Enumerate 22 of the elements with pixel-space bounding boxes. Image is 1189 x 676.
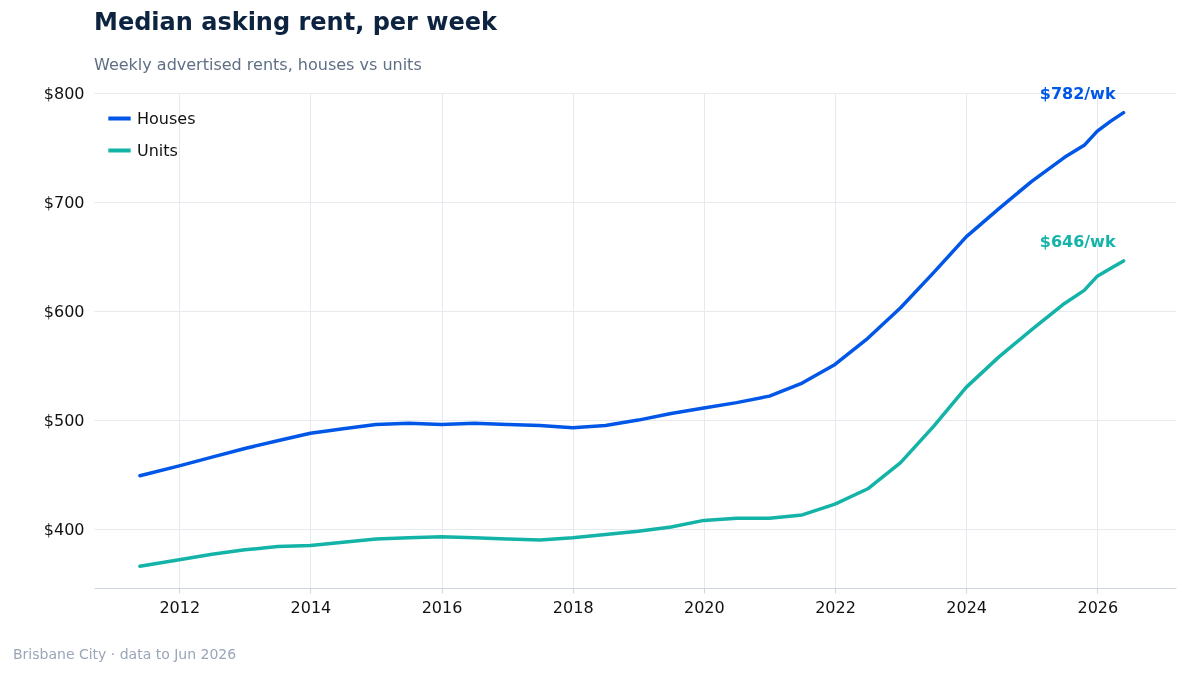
x-tick-label: 2022 (815, 597, 856, 617)
x-tick-label: 2020 (684, 597, 725, 617)
legend-label: Houses (137, 108, 196, 128)
chart-subtitle: Weekly advertised rents, houses vs units (94, 55, 422, 74)
y-tick-label: $400 (43, 519, 85, 539)
chart-title: Median asking rent, per week (94, 8, 499, 36)
line-series (138, 110, 1126, 478)
line-series (138, 259, 1126, 568)
x-tick-label: 2018 (552, 597, 594, 617)
legend-label: Units (137, 140, 178, 160)
annotation: $646/wk (1039, 231, 1116, 251)
x-tick-label: 2016 (421, 597, 463, 617)
annotation: $782/wk (1039, 83, 1116, 103)
x-tick-label: 2012 (159, 597, 201, 617)
text: Brisbane City · data to Jun 2026 (13, 646, 237, 662)
y-tick-label: $500 (43, 410, 85, 430)
x-tick-label: 2024 (946, 597, 988, 617)
y-tick-label: $700 (43, 192, 85, 212)
x-tick-label: 2026 (1077, 597, 1119, 617)
x-tick-label: 2014 (290, 597, 332, 617)
y-tick-label: $600 (43, 301, 85, 321)
y-tick-label: $800 (43, 83, 85, 103)
